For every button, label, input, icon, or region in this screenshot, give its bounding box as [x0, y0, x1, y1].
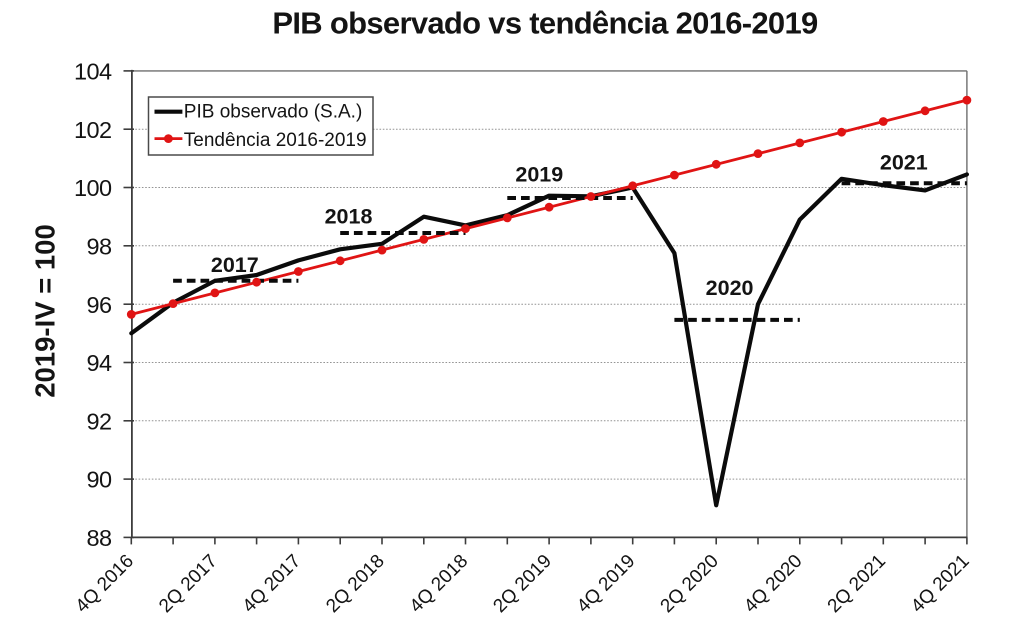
- svg-text:4Q 2018: 4Q 2018: [406, 551, 472, 617]
- svg-text:2019-IV = 100: 2019-IV = 100: [30, 224, 61, 398]
- svg-text:2Q 2020: 2Q 2020: [657, 551, 723, 617]
- svg-text:90: 90: [86, 467, 112, 493]
- svg-text:2018: 2018: [325, 204, 373, 228]
- svg-text:2Q 2018: 2Q 2018: [322, 551, 388, 617]
- svg-text:2019: 2019: [515, 163, 563, 187]
- svg-text:100: 100: [74, 175, 112, 201]
- svg-text:94: 94: [86, 350, 112, 376]
- svg-text:4Q 2020: 4Q 2020: [740, 551, 806, 617]
- svg-text:2017: 2017: [211, 253, 259, 277]
- svg-text:2Q 2019: 2Q 2019: [489, 551, 555, 617]
- svg-text:2020: 2020: [706, 276, 754, 300]
- svg-text:88: 88: [86, 525, 112, 551]
- svg-text:92: 92: [86, 408, 111, 434]
- svg-text:2021: 2021: [880, 151, 928, 175]
- svg-text:PIB observado vs tendência 201: PIB observado vs tendência 2016-2019: [272, 5, 818, 40]
- svg-text:104: 104: [74, 59, 112, 85]
- svg-text:98: 98: [86, 233, 112, 259]
- svg-text:4Q 2021: 4Q 2021: [907, 551, 973, 617]
- svg-text:4Q 2017: 4Q 2017: [239, 551, 305, 617]
- svg-text:PIB observado (S.A.): PIB observado (S.A.): [184, 102, 362, 123]
- svg-text:Tendência 2016-2019: Tendência 2016-2019: [184, 130, 367, 151]
- svg-text:2Q 2021: 2Q 2021: [824, 551, 890, 617]
- svg-text:2Q 2017: 2Q 2017: [155, 551, 221, 617]
- svg-text:96: 96: [86, 292, 112, 318]
- svg-text:4Q 2016: 4Q 2016: [72, 551, 138, 617]
- svg-text:102: 102: [74, 117, 112, 143]
- svg-text:4Q 2019: 4Q 2019: [573, 551, 639, 617]
